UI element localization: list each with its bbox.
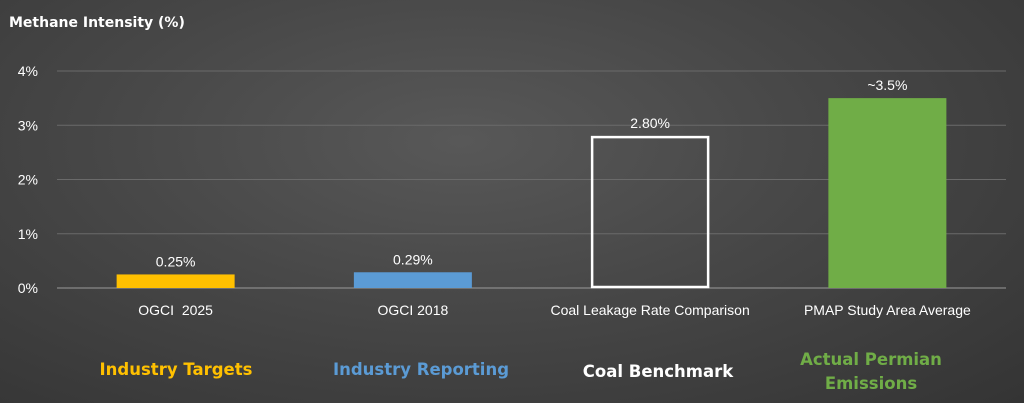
x-tick-label: PMAP Study Area Average xyxy=(804,302,971,318)
data-label: 0.25% xyxy=(156,253,196,269)
y-tick-label: 2% xyxy=(18,172,38,188)
data-label: 0.29% xyxy=(393,251,433,267)
y-tick-label: 3% xyxy=(18,117,38,133)
group-label-industry-targets: Industry Targets xyxy=(99,360,253,379)
group-label-coal-benchmark: Coal Benchmark xyxy=(582,362,734,381)
bar xyxy=(828,98,947,288)
group-label-actual-permian-emissions: Actual Permian Emissions xyxy=(800,350,942,393)
y-tick-label: 4% xyxy=(18,63,38,79)
y-tick-label: 1% xyxy=(18,226,38,242)
y-tick-label: 0% xyxy=(18,280,38,296)
x-tick-label: Coal Leakage Rate Comparison xyxy=(551,302,750,318)
bar xyxy=(353,272,472,288)
y-axis-title: Methane Intensity (%) xyxy=(9,15,185,31)
x-tick-label: OGCI 2018 xyxy=(377,302,448,318)
bar xyxy=(590,135,710,289)
x-tick-label: OGCI 2025 xyxy=(138,302,213,318)
group-label-industry-reporting: Industry Reporting xyxy=(332,360,510,379)
bar xyxy=(116,274,235,288)
data-label: ~3.5% xyxy=(867,77,907,93)
data-label: 2.80% xyxy=(630,115,670,131)
